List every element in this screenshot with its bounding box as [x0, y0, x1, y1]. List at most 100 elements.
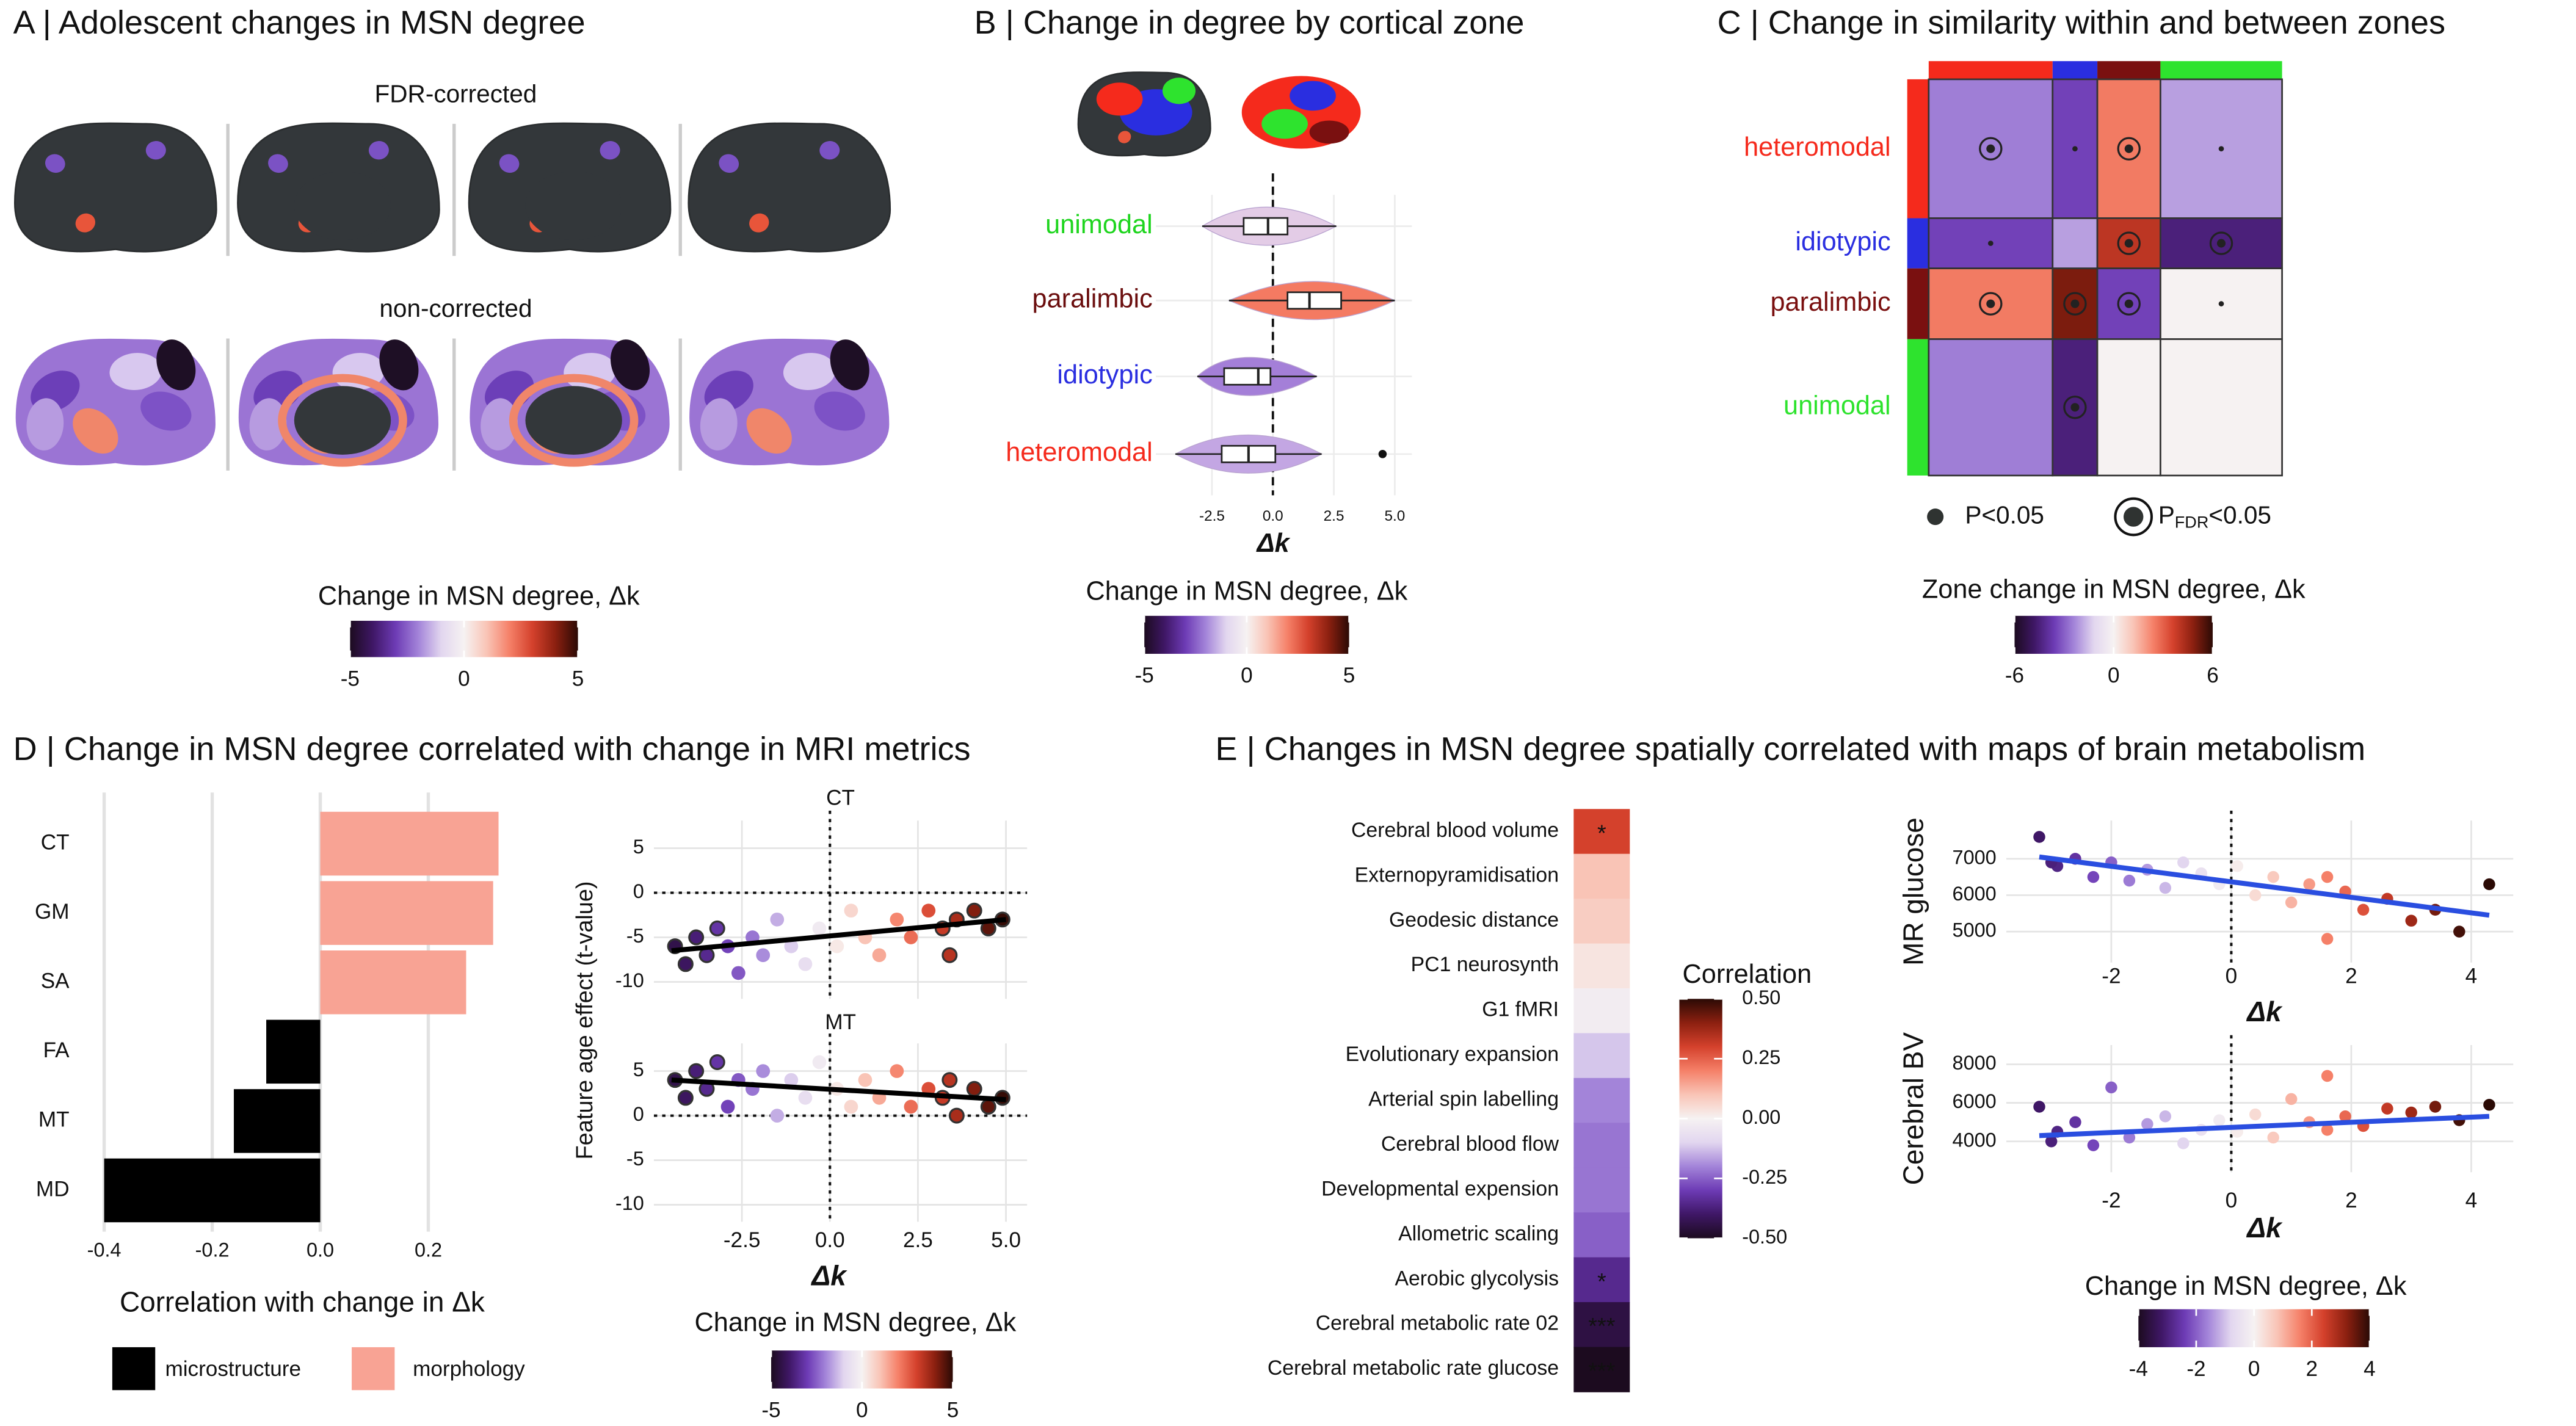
colorbar-title: Change in MSN degree, Δk: [318, 582, 640, 611]
point: [890, 912, 904, 927]
row-label: Evolutionary expansion: [1346, 1043, 1559, 1066]
significance-dot: [1986, 144, 1995, 153]
significance-ring: [2209, 231, 2233, 255]
brain-region: [819, 141, 840, 160]
panel-title: C | Change in similarity within and betw…: [1718, 4, 2445, 41]
row-label: Cerebral metabolic rate 02: [1316, 1312, 1559, 1335]
point: [2141, 1118, 2153, 1131]
bar: [320, 881, 493, 945]
x-tick-label: -0.4: [87, 1239, 122, 1261]
row-label: Arterial spin labelling: [1368, 1088, 1559, 1111]
fit-line: [2039, 854, 2490, 918]
brain-region: [109, 353, 162, 390]
x-tick-label: 5.0: [991, 1228, 1021, 1252]
heatmap-cell: [1573, 1212, 1630, 1258]
colorbar-tick-label: 0.25: [1742, 1046, 1780, 1068]
colorbar-tick-label: 5: [1343, 664, 1355, 687]
point: [770, 912, 785, 927]
brain-region: [156, 339, 196, 391]
x-tick-label: 4: [2465, 1189, 2478, 1212]
category-label: heteromodal: [1006, 438, 1153, 467]
colorbar-tick-label: 5: [947, 1399, 959, 1422]
zone-strip: [1907, 79, 1929, 219]
heatmap-cell: [1573, 899, 1630, 944]
y-tick-label: GM: [35, 900, 70, 924]
zone-strip: [1928, 61, 2053, 79]
significance-ring: [2063, 396, 2087, 419]
box: [1286, 291, 1342, 310]
panel-title: A | Adolescent changes in MSN degree: [13, 4, 586, 41]
y-tick-label: 0: [633, 1103, 644, 1125]
bar: [320, 950, 466, 1015]
legend-label: P<0.05: [1965, 501, 2044, 529]
zone-strip: [1907, 218, 1929, 269]
outlier: [1378, 450, 1387, 458]
point: [966, 902, 982, 919]
x-tick-label: 0: [2226, 1189, 2238, 1212]
y-tick-label: 5: [633, 1059, 644, 1080]
colorbar-tick-label: -0.50: [1742, 1226, 1787, 1248]
point: [2105, 1081, 2117, 1094]
point: [2381, 1102, 2393, 1115]
point: [890, 1064, 904, 1078]
point: [2123, 874, 2136, 887]
point: [2087, 1139, 2100, 1151]
row-title: non-corrected: [379, 294, 532, 322]
point: [2249, 889, 2262, 902]
significance-dot: [1987, 241, 1994, 246]
heatmap-cell: [1928, 338, 2054, 477]
point: [921, 1082, 936, 1096]
point: [830, 939, 844, 954]
significance-ring: [1979, 292, 2003, 316]
point: [2159, 1110, 2172, 1123]
significance-dot: [2070, 403, 2080, 412]
x-tick-label: 2.5: [1324, 508, 1344, 524]
colorbar-title: Change in MSN degree, Δk: [695, 1308, 1017, 1337]
y-tick-label: 6000: [1953, 1090, 1997, 1112]
brain-region: [1162, 78, 1196, 104]
facet-label: CT: [826, 786, 855, 809]
zone-strip: [1907, 268, 1929, 339]
colorbar-tick-label: 0: [458, 667, 470, 691]
y-tick-label: -10: [615, 969, 644, 991]
brain-region: [75, 213, 95, 233]
bar: [266, 1019, 321, 1084]
point: [677, 1090, 694, 1106]
x-axis-label: Δk: [2246, 1212, 2283, 1243]
legend-label-part: FDR: [2175, 513, 2209, 532]
brain-region: [719, 154, 739, 173]
x-tick-label: 2: [2345, 964, 2357, 988]
row-label: Cerebral blood volume: [1351, 819, 1559, 842]
row-label: Aerobic glycolysis: [1395, 1267, 1559, 1290]
point: [784, 1073, 799, 1087]
y-tick-label: -10: [615, 1192, 644, 1214]
y-tick-label: -5: [626, 1148, 644, 1170]
point: [709, 920, 725, 936]
point: [2453, 925, 2465, 938]
point: [2357, 903, 2370, 916]
y-tick-label: 5000: [1953, 919, 1997, 941]
brain-region: [1096, 82, 1143, 116]
point: [2249, 1108, 2262, 1121]
row-label: Cerebral metabolic rate glucose: [1268, 1356, 1559, 1380]
brain-region: [45, 154, 65, 173]
point: [784, 939, 799, 954]
point: [904, 1099, 918, 1114]
box: [1223, 367, 1272, 386]
x-axis-label: Δk: [1256, 529, 1291, 558]
point: [2213, 1114, 2226, 1126]
x-tick-label: 2.5: [903, 1228, 933, 1252]
row-label: idiotypic: [1795, 227, 1890, 256]
point: [942, 1072, 958, 1088]
point: [2159, 881, 2172, 894]
colorbar-tick-label: -5: [341, 667, 360, 691]
point: [966, 1080, 982, 1097]
colorbar-tick-label: -0.25: [1742, 1166, 1787, 1188]
significance-dot: [2216, 239, 2226, 248]
point: [844, 1099, 858, 1114]
category-label: unimodal: [1045, 210, 1153, 239]
brain-region: [783, 353, 836, 390]
colorbar-tick-label: 2: [2306, 1357, 2318, 1381]
point: [812, 1055, 827, 1070]
